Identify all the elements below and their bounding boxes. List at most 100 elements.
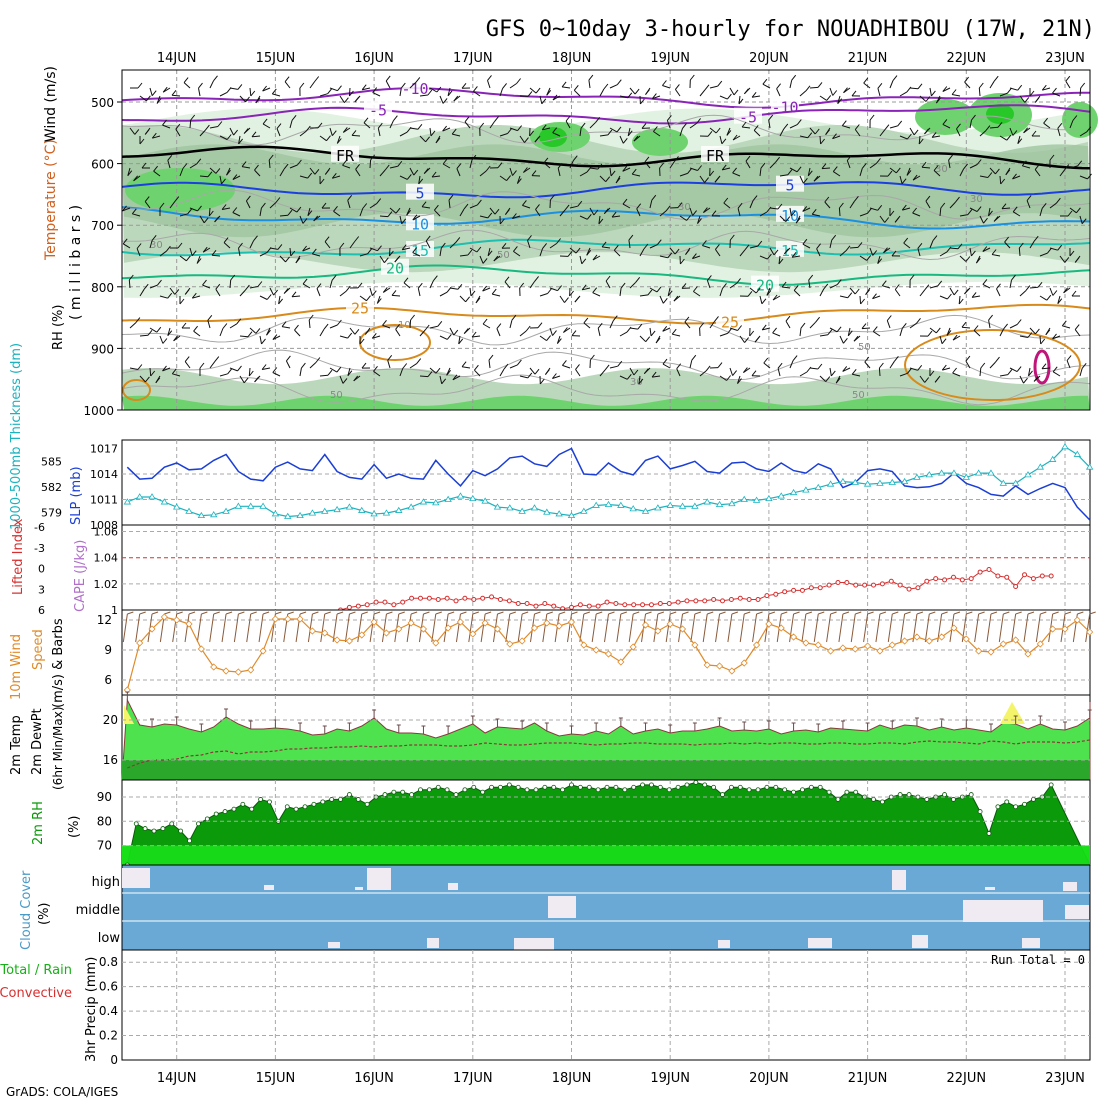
thickness-marker bbox=[567, 511, 576, 519]
rh2m-marker bbox=[311, 801, 317, 807]
upper-wind-barb bbox=[379, 169, 386, 177]
upper-wind-barb-flag bbox=[903, 237, 909, 244]
thickness-marker bbox=[678, 502, 687, 509]
upper-wind-barb bbox=[1079, 87, 1082, 97]
upper-wind-barb-flag bbox=[522, 200, 527, 206]
precip-tick-label: 0.4 bbox=[99, 1004, 118, 1018]
upper-wind-barb-flag bbox=[232, 174, 238, 180]
upper-wind-barb-flag bbox=[696, 118, 701, 124]
wind-speed-marker bbox=[308, 627, 316, 635]
upper-wind-barb bbox=[1022, 165, 1031, 169]
upper-wind-barb-flag bbox=[1012, 130, 1018, 136]
rh2m-marker bbox=[649, 782, 654, 788]
thickness-marker bbox=[604, 500, 613, 507]
upper-wind-barb-flag bbox=[382, 287, 388, 293]
upper-wind-barb bbox=[769, 161, 776, 169]
upper-wind-barb-flag bbox=[573, 84, 579, 91]
upper-wind-barb-flag bbox=[519, 282, 525, 289]
surface-wind-barb-flag bbox=[299, 611, 307, 615]
upper-wind-barb bbox=[759, 168, 762, 177]
cape-marker bbox=[409, 595, 415, 601]
wind-speed-marker bbox=[247, 666, 255, 674]
cape-marker bbox=[879, 581, 885, 587]
upper-wind-barb bbox=[582, 287, 591, 291]
upper-wind-barb-flag bbox=[171, 368, 177, 375]
rh2m-marker bbox=[515, 784, 521, 790]
upper-wind-barb-flag bbox=[227, 368, 233, 375]
wind-speed-marker bbox=[802, 639, 810, 647]
upper-wind-barb bbox=[291, 295, 301, 298]
upper-wind-barb bbox=[369, 287, 373, 296]
upper-wind-barb bbox=[689, 122, 697, 129]
cloud-cover-block bbox=[1065, 905, 1089, 919]
upper-wind-barb-flag bbox=[1034, 97, 1040, 103]
upper-wind-barb-flag bbox=[1000, 178, 1006, 185]
upper-wind-barb bbox=[949, 201, 956, 209]
surface-wind-barb bbox=[381, 613, 387, 643]
surface-wind-barb bbox=[344, 613, 350, 643]
upper-wind-barb bbox=[778, 255, 781, 264]
upper-wind-barb-flag bbox=[772, 327, 777, 334]
upper-wind-barb bbox=[579, 215, 588, 220]
upper-wind-barb-flag bbox=[203, 217, 209, 224]
upper-wind-barb-flag bbox=[248, 370, 254, 377]
upper-wind-barb-flag bbox=[357, 282, 363, 289]
upper-wind-barb bbox=[816, 248, 821, 257]
upper-wind-barb-flag bbox=[577, 200, 583, 207]
upper-wind-barb bbox=[479, 255, 484, 264]
upper-wind-barb-flag bbox=[699, 322, 704, 329]
upper-wind-barb bbox=[949, 287, 955, 296]
isotherm-label-bg bbox=[776, 240, 804, 257]
upper-wind-barb-flag bbox=[245, 96, 250, 103]
rh2m-marker bbox=[1013, 804, 1019, 810]
rh2m-marker bbox=[231, 806, 237, 812]
upper-wind-barb bbox=[399, 215, 403, 224]
upper-wind-barb-flag bbox=[451, 128, 457, 135]
upper-wind-barb-flag bbox=[861, 162, 867, 169]
cape-marker bbox=[497, 597, 503, 603]
upper-wind-barb-flag bbox=[370, 154, 375, 161]
upper-wind-barb bbox=[229, 323, 238, 329]
thickness-ylabel: 1000-500mb Thickness (dm) bbox=[9, 343, 24, 530]
upper-wind-barb-flag bbox=[342, 127, 348, 133]
upper-wind-barb-flag bbox=[427, 371, 433, 377]
rh-ylabel-a: 2m RH bbox=[31, 801, 46, 845]
upper-wind-barb-flag bbox=[254, 376, 259, 383]
wind-speed-marker bbox=[641, 621, 650, 629]
upper-wind-barb-flag bbox=[805, 85, 811, 92]
upper-wind-barb-flag bbox=[751, 91, 757, 98]
cape-marker bbox=[666, 600, 672, 606]
upper-wind-barb bbox=[869, 247, 874, 256]
upper-wind-barb-flag bbox=[447, 90, 453, 97]
upper-wind-barb bbox=[999, 135, 1008, 141]
upper-wind-barb-flag bbox=[182, 163, 188, 169]
upper-wind-barb bbox=[776, 88, 781, 97]
upper-wind-barb bbox=[509, 320, 513, 329]
upper-wind-barb-flag bbox=[760, 162, 766, 169]
upper-wind-barb bbox=[289, 120, 293, 129]
cape-marker bbox=[986, 566, 992, 572]
upper-wind-barb bbox=[592, 292, 601, 297]
upper-wind-barb-flag bbox=[314, 168, 320, 175]
upper-wind-barb bbox=[1052, 335, 1061, 340]
upper-wind-barb bbox=[469, 160, 473, 169]
upper-wind-barb-flag bbox=[487, 250, 493, 257]
thickness-marker bbox=[481, 497, 489, 504]
cape-marker bbox=[968, 576, 974, 582]
thickness-marker bbox=[407, 503, 415, 510]
upper-wind-barb-flag bbox=[373, 365, 378, 372]
upper-wind-barb-flag bbox=[243, 377, 249, 384]
surface-wind-barb-flag bbox=[509, 611, 516, 615]
upper-wind-barb-flag bbox=[542, 243, 547, 249]
thickness-marker bbox=[308, 509, 317, 516]
upper-wind-barb-flag bbox=[952, 334, 958, 341]
upper-wind-barb bbox=[864, 361, 871, 369]
rh2m-marker bbox=[329, 797, 335, 802]
upper-y-tick-label: 500 bbox=[91, 96, 114, 110]
upper-wind-barb-flag bbox=[837, 98, 843, 105]
upper-wind-barb-flag bbox=[1028, 370, 1033, 377]
surface-wind-barb-flag bbox=[978, 611, 985, 615]
upper-wind-barb-flag bbox=[482, 285, 487, 292]
upper-wind-barb-flag bbox=[941, 364, 947, 371]
rh2m-marker bbox=[382, 792, 388, 797]
